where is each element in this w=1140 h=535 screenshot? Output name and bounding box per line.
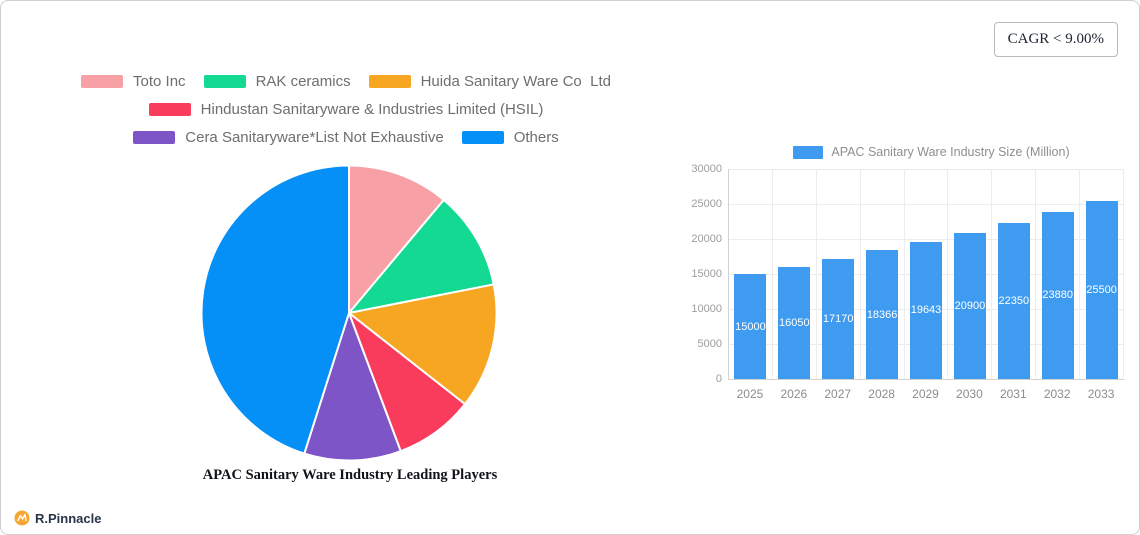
x-tick-label: 2030 — [956, 387, 983, 401]
bar-2028: 18366 — [866, 250, 899, 379]
bar-slot-2030: 20900 — [948, 169, 993, 379]
legend-item-others[interactable]: Others — [461, 129, 559, 146]
bar-slot-2029: 19643 — [905, 169, 949, 379]
bar-chart-legend[interactable]: APAC Sanitary Ware Industry Size (Millio… — [728, 143, 1135, 161]
bar-2031: 22350 — [997, 222, 1030, 379]
x-tick-label: 2033 — [1087, 387, 1115, 401]
pie-slice-4 — [303, 309, 402, 462]
y-tick-label: 10000 — [691, 303, 722, 315]
legend-item-huida[interactable]: Huida Sanitary Ware Co Ltd — [368, 73, 611, 90]
bar-slot-2027: 17170 — [817, 169, 861, 379]
bar-chart-x-axis: 2025 2026 2027 2028 2029 2030 2031 2032 2033 — [728, 380, 1123, 401]
legend-label: Others — [513, 129, 559, 146]
gridline — [729, 239, 1124, 240]
y-tick-label: 25000 — [691, 198, 722, 210]
y-tick-label: 15000 — [691, 268, 722, 280]
x-tick-label: 2032 — [1043, 387, 1071, 401]
bar-slot-2026: 16050 — [773, 169, 817, 379]
bar-chart-plot-area: 15000 16050 17170 18366 19643 20900 22350 23880… — [728, 169, 1125, 380]
cagr-badge: CAGR < 9.00% — [993, 22, 1118, 57]
bar-chart-y-axis: 0 5000 10000 15000 20000 25000 30000 — [689, 163, 728, 385]
legend-label: Huida Sanitary Ware Co Ltd — [420, 73, 611, 90]
bar-value-label: 25500 — [1086, 283, 1117, 296]
legend-item-rak-ceramics[interactable]: RAK ceramics — [203, 73, 351, 90]
brand-logo-text: R.Pinnacle — [35, 510, 102, 526]
legend-swatch-cera — [133, 131, 176, 144]
bar-chart: APAC Sanitary Ware Industry Size (Millio… — [689, 143, 1135, 401]
bar-value-label: 20900 — [954, 299, 986, 312]
legend-label: Toto Inc — [133, 73, 186, 90]
legend-label: RAK ceramics — [255, 73, 351, 90]
x-tick-label: 2028 — [868, 387, 895, 401]
bar-2025: 15000 — [734, 274, 767, 379]
legend-label: Hindustan Sanitaryware & Industries Limi… — [200, 101, 544, 118]
legend-item-cera[interactable]: Cera Sanitaryware*List Not Exhaustive — [133, 129, 444, 146]
gridline — [729, 169, 1124, 170]
pie-legend-row-2: Hindustan Sanitaryware & Industries Limi… — [16, 101, 676, 118]
pie-slice-1 — [346, 198, 495, 315]
bar-2030: 20900 — [953, 232, 986, 379]
bar-slot-2031: 22350 — [992, 169, 1037, 379]
cagr-badge-label: CAGR < 9.00% — [1007, 31, 1104, 47]
bar-slot-2025: 15000 — [729, 169, 773, 379]
legend-item-hsil[interactable]: Hindustan Sanitaryware & Industries Limi… — [148, 101, 544, 118]
bar-2027: 17170 — [822, 258, 855, 379]
pie-chart — [200, 164, 498, 462]
bar-value-label: 19643 — [910, 304, 942, 317]
pie-legend: Toto Inc RAK ceramics Huida Sanitary War… — [16, 73, 676, 157]
bar-2032: 23880 — [1041, 211, 1074, 379]
pie-legend-row-1: Toto Inc RAK ceramics Huida Sanitary War… — [16, 73, 676, 90]
bar-chart-bars: 15000 16050 17170 18366 19643 20900 22350 23880… — [729, 169, 1125, 379]
x-tick-label: 2029 — [912, 387, 939, 401]
pie-slice-5 — [200, 164, 350, 455]
legend-swatch-hsil — [148, 103, 191, 116]
bar-value-label: 23880 — [1042, 289, 1073, 302]
bar-legend-label: APAC Sanitary Ware Industry Size (Millio… — [831, 145, 1070, 159]
y-tick-label: 30000 — [691, 163, 722, 175]
bar-2026: 16050 — [778, 266, 811, 379]
legend-swatch-toto-inc — [81, 75, 124, 88]
legend-swatch-rak-ceramics — [203, 75, 246, 88]
legend-item-toto-inc[interactable]: Toto Inc — [81, 73, 186, 90]
x-tick-label: 2025 — [736, 387, 764, 401]
legend-swatch-others — [461, 131, 504, 144]
y-tick-label: 0 — [715, 373, 722, 385]
bar-value-label: 17170 — [822, 312, 854, 325]
x-tick-label: 2031 — [999, 387, 1027, 401]
bar-value-label: 18366 — [866, 308, 898, 321]
pie-chart-title: APAC Sanitary Ware Industry Leading Play… — [202, 467, 498, 483]
bar-2033: 25500 — [1085, 200, 1118, 379]
legend-label: Cera Sanitaryware*List Not Exhaustive — [185, 129, 444, 146]
pie-slice-2 — [346, 283, 498, 406]
x-tick-label: 2027 — [824, 387, 852, 401]
bar-chart-plot-row: 0 5000 10000 15000 20000 25000 30000 15000 1605… — [689, 163, 1135, 385]
bar-value-label: 22350 — [998, 294, 1030, 307]
y-tick-label: 20000 — [691, 233, 722, 245]
bar-value-label: 15000 — [735, 320, 766, 333]
x-tick-label: 2026 — [780, 387, 808, 401]
bar-2029: 19643 — [910, 241, 942, 379]
bar-slot-2033: 25500 — [1080, 169, 1125, 379]
bar-slot-2032: 23880 — [1036, 169, 1081, 379]
legend-swatch-huida — [368, 75, 411, 88]
bar-legend-swatch — [793, 145, 824, 159]
pie-legend-row-3: Cera Sanitaryware*List Not Exhaustive Ot… — [16, 129, 676, 146]
bar-slot-2028: 18366 — [861, 169, 905, 379]
pinnacle-circle-icon — [14, 510, 30, 526]
brand-logo: R.Pinnacle — [14, 510, 101, 526]
y-tick-label: 5000 — [697, 338, 722, 350]
bar-value-label: 16050 — [779, 316, 810, 329]
gridline — [729, 204, 1124, 205]
pie-slice-0 — [348, 164, 446, 316]
